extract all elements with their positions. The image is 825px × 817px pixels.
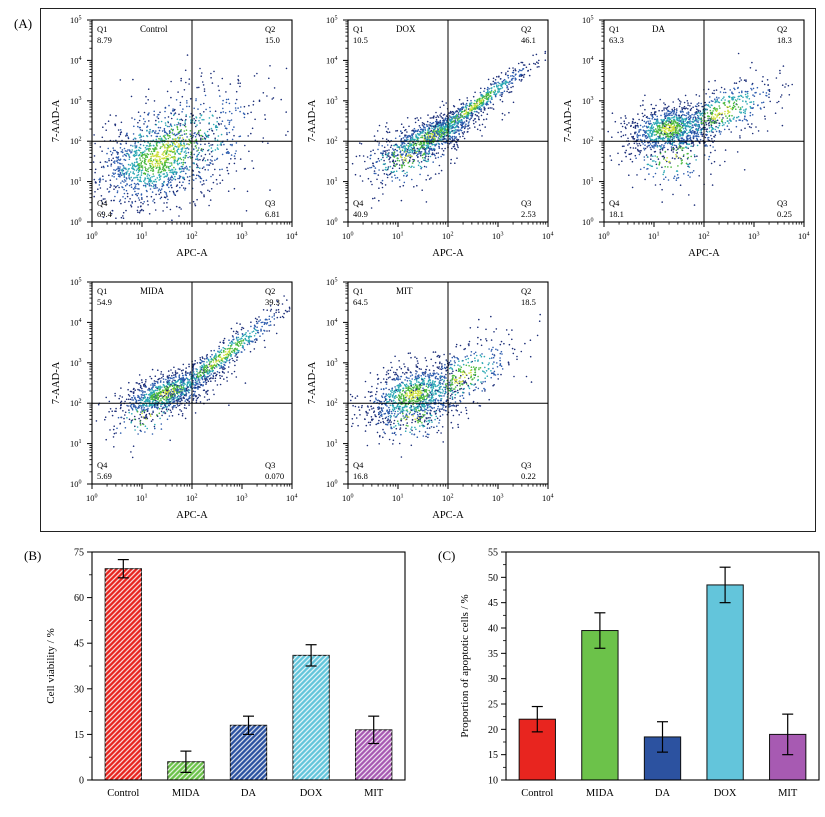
panel-b: (B) Control MIDA DA DOX MIT 0 15 30 45 60 75 Cell v… bbox=[22, 540, 413, 813]
flow-plot-da: 100 101 102 103 104100101102103104105APC-A7-… bbox=[563, 15, 810, 259]
svg-text:APC-A: APC-A bbox=[176, 248, 208, 259]
svg-text:101: 101 bbox=[136, 231, 148, 241]
svg-text:102: 102 bbox=[442, 231, 454, 241]
svg-text:7-AAD-A: 7-AAD-A bbox=[51, 99, 62, 142]
svg-text:102: 102 bbox=[326, 136, 338, 146]
svg-text:Control: Control bbox=[140, 24, 168, 34]
svg-text:101: 101 bbox=[70, 177, 82, 187]
svg-text:Q2: Q2 bbox=[265, 24, 275, 34]
svg-text:15.0: 15.0 bbox=[265, 35, 280, 45]
svg-text:105: 105 bbox=[70, 15, 82, 25]
svg-text:103: 103 bbox=[236, 231, 248, 241]
scatter-points bbox=[351, 50, 547, 209]
flow-plot-mit: 100 101 102 103 104100101102103104105APC-A7-… bbox=[307, 277, 554, 521]
scatter-points bbox=[95, 295, 291, 459]
scatter-points bbox=[349, 313, 541, 458]
bars bbox=[518, 566, 807, 781]
svg-text:100: 100 bbox=[326, 217, 338, 227]
svg-text:DOX: DOX bbox=[396, 24, 416, 34]
panel-a-label: (A) bbox=[14, 16, 33, 31]
svg-text:103: 103 bbox=[70, 96, 82, 106]
svg-text:40.9: 40.9 bbox=[353, 209, 368, 219]
bar-chart-c: Control MIDA DA DOX MIT10152025303540455055P… bbox=[459, 548, 820, 799]
svg-text:Q1: Q1 bbox=[97, 24, 107, 34]
panel-b-label: (B) bbox=[24, 548, 42, 563]
flow-plot-mida: 100 101 102 103 104100101102103104105APC-A7-… bbox=[51, 277, 298, 521]
panel-c-label: (C) bbox=[438, 548, 456, 563]
svg-text:104: 104 bbox=[326, 55, 338, 65]
svg-text:7-AAD-A: 7-AAD-A bbox=[307, 99, 318, 142]
flow-plot-dox: 100 101 102 103 104 100 101 102 103 104 105 APC-A 7-… bbox=[307, 15, 554, 259]
svg-text:104: 104 bbox=[286, 231, 298, 241]
scatter-points bbox=[92, 54, 289, 221]
svg-text:101: 101 bbox=[326, 177, 338, 187]
svg-text:Q4: Q4 bbox=[353, 198, 364, 208]
svg-text:Q2: Q2 bbox=[521, 24, 531, 34]
svg-text:8.79: 8.79 bbox=[97, 35, 112, 45]
bars bbox=[104, 559, 393, 781]
svg-text:Q3: Q3 bbox=[521, 198, 531, 208]
svg-text:APC-A: APC-A bbox=[432, 248, 464, 259]
scatter-points bbox=[607, 52, 793, 206]
svg-text:102: 102 bbox=[70, 136, 82, 146]
svg-text:Q4: Q4 bbox=[97, 198, 108, 208]
svg-text:104: 104 bbox=[542, 231, 554, 241]
svg-text:6.81: 6.81 bbox=[265, 209, 280, 219]
svg-text:103: 103 bbox=[492, 231, 504, 241]
svg-text:Q3: Q3 bbox=[265, 198, 275, 208]
cell-viability-chart: Control MIDA DA DOX MIT 0 15 30 45 60 75 Cell viabi… bbox=[38, 540, 413, 813]
svg-text:101: 101 bbox=[392, 231, 404, 241]
svg-text:102: 102 bbox=[186, 231, 198, 241]
apoptotic-cells-chart: Control MIDA DA DOX MIT 10 15 20 25 30 35 40 45 50 55 P… bbox=[452, 540, 825, 813]
svg-text:104: 104 bbox=[70, 55, 82, 65]
svg-text:2.53: 2.53 bbox=[521, 209, 536, 219]
flow-cytometry-panel: 100 101 102 103 104 100 101 102 103 104 105 APC-A 7-… bbox=[40, 8, 816, 532]
svg-text:103: 103 bbox=[326, 96, 338, 106]
bar-charts-row: (B) Control MIDA DA DOX MIT 0 15 30 45 60 75 Cell v… bbox=[0, 540, 825, 817]
svg-text:105: 105 bbox=[326, 15, 338, 25]
panel-c: (C) Control MIDA DA DOX MIT 10 15 20 25 30 35 40 45 5… bbox=[436, 540, 825, 813]
svg-text:100: 100 bbox=[342, 231, 354, 241]
flow-plot-control: 100 101 102 103 104 100 101 102 103 104 105 APC-A 7-… bbox=[51, 15, 298, 259]
svg-text:Q1: Q1 bbox=[353, 24, 363, 34]
svg-text:46.1: 46.1 bbox=[521, 35, 536, 45]
svg-text:100: 100 bbox=[86, 231, 98, 241]
svg-text:100: 100 bbox=[70, 217, 82, 227]
svg-text:69.4: 69.4 bbox=[97, 209, 113, 219]
svg-text:10.5: 10.5 bbox=[353, 35, 368, 45]
